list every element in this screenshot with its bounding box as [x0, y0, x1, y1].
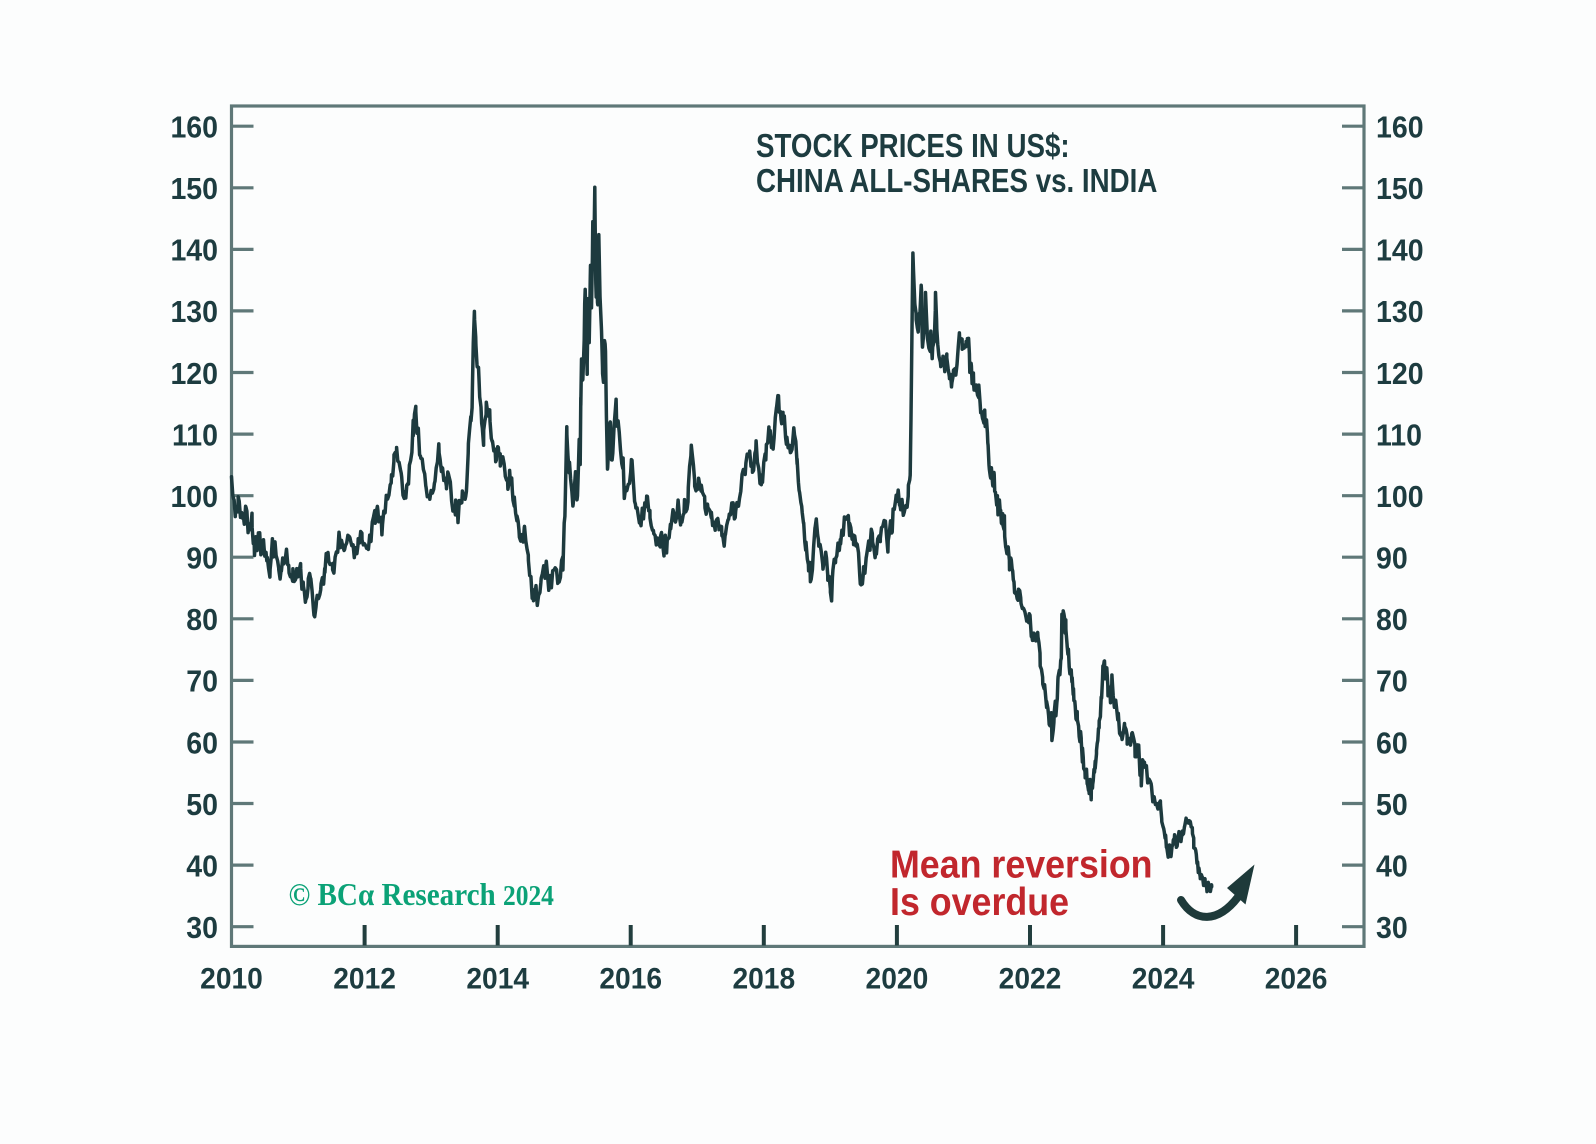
svg-text:50: 50 [1376, 788, 1408, 822]
svg-text:2010: 2010 [200, 963, 263, 996]
svg-text:60: 60 [186, 726, 218, 760]
svg-text:120: 120 [170, 357, 218, 391]
svg-text:2022: 2022 [999, 963, 1062, 996]
svg-text:130: 130 [170, 295, 218, 329]
svg-text:STOCK PRICES IN US$:: STOCK PRICES IN US$: [756, 128, 1070, 165]
svg-text:150: 150 [170, 172, 218, 206]
svg-text:2020: 2020 [866, 963, 929, 996]
svg-text:30: 30 [186, 911, 218, 945]
svg-text:140: 140 [1376, 234, 1424, 268]
svg-text:160: 160 [1376, 110, 1424, 144]
svg-text:© BCα Research 2024: © BCα Research 2024 [289, 877, 554, 913]
svg-text:110: 110 [172, 418, 218, 452]
svg-text:110: 110 [1376, 418, 1422, 452]
svg-text:40: 40 [1376, 849, 1408, 883]
svg-text:Is overdue: Is overdue [890, 880, 1069, 923]
svg-text:80: 80 [186, 603, 218, 637]
svg-text:100: 100 [1376, 480, 1424, 514]
svg-text:90: 90 [1376, 541, 1408, 575]
svg-text:30: 30 [1376, 911, 1408, 945]
svg-text:Mean reversion: Mean reversion [890, 842, 1153, 885]
svg-text:2014: 2014 [466, 963, 530, 996]
svg-text:130: 130 [1376, 295, 1424, 329]
svg-text:60: 60 [1376, 726, 1408, 760]
svg-text:2016: 2016 [599, 963, 662, 996]
svg-text:140: 140 [170, 234, 218, 268]
svg-text:CHINA ALL-SHARES vs. INDIA: CHINA ALL-SHARES vs. INDIA [756, 163, 1157, 200]
svg-text:90: 90 [186, 541, 218, 575]
svg-text:160: 160 [170, 110, 218, 144]
svg-text:150: 150 [1376, 172, 1424, 206]
svg-text:120: 120 [1376, 357, 1424, 391]
svg-text:2018: 2018 [732, 963, 795, 996]
svg-text:2024: 2024 [1132, 963, 1196, 996]
svg-text:2012: 2012 [333, 963, 396, 996]
svg-text:70: 70 [186, 665, 218, 699]
svg-text:80: 80 [1376, 603, 1408, 637]
svg-text:2026: 2026 [1265, 963, 1328, 996]
svg-text:100: 100 [170, 480, 218, 514]
svg-text:70: 70 [1376, 665, 1408, 699]
svg-text:50: 50 [186, 788, 218, 822]
svg-text:40: 40 [186, 849, 218, 883]
